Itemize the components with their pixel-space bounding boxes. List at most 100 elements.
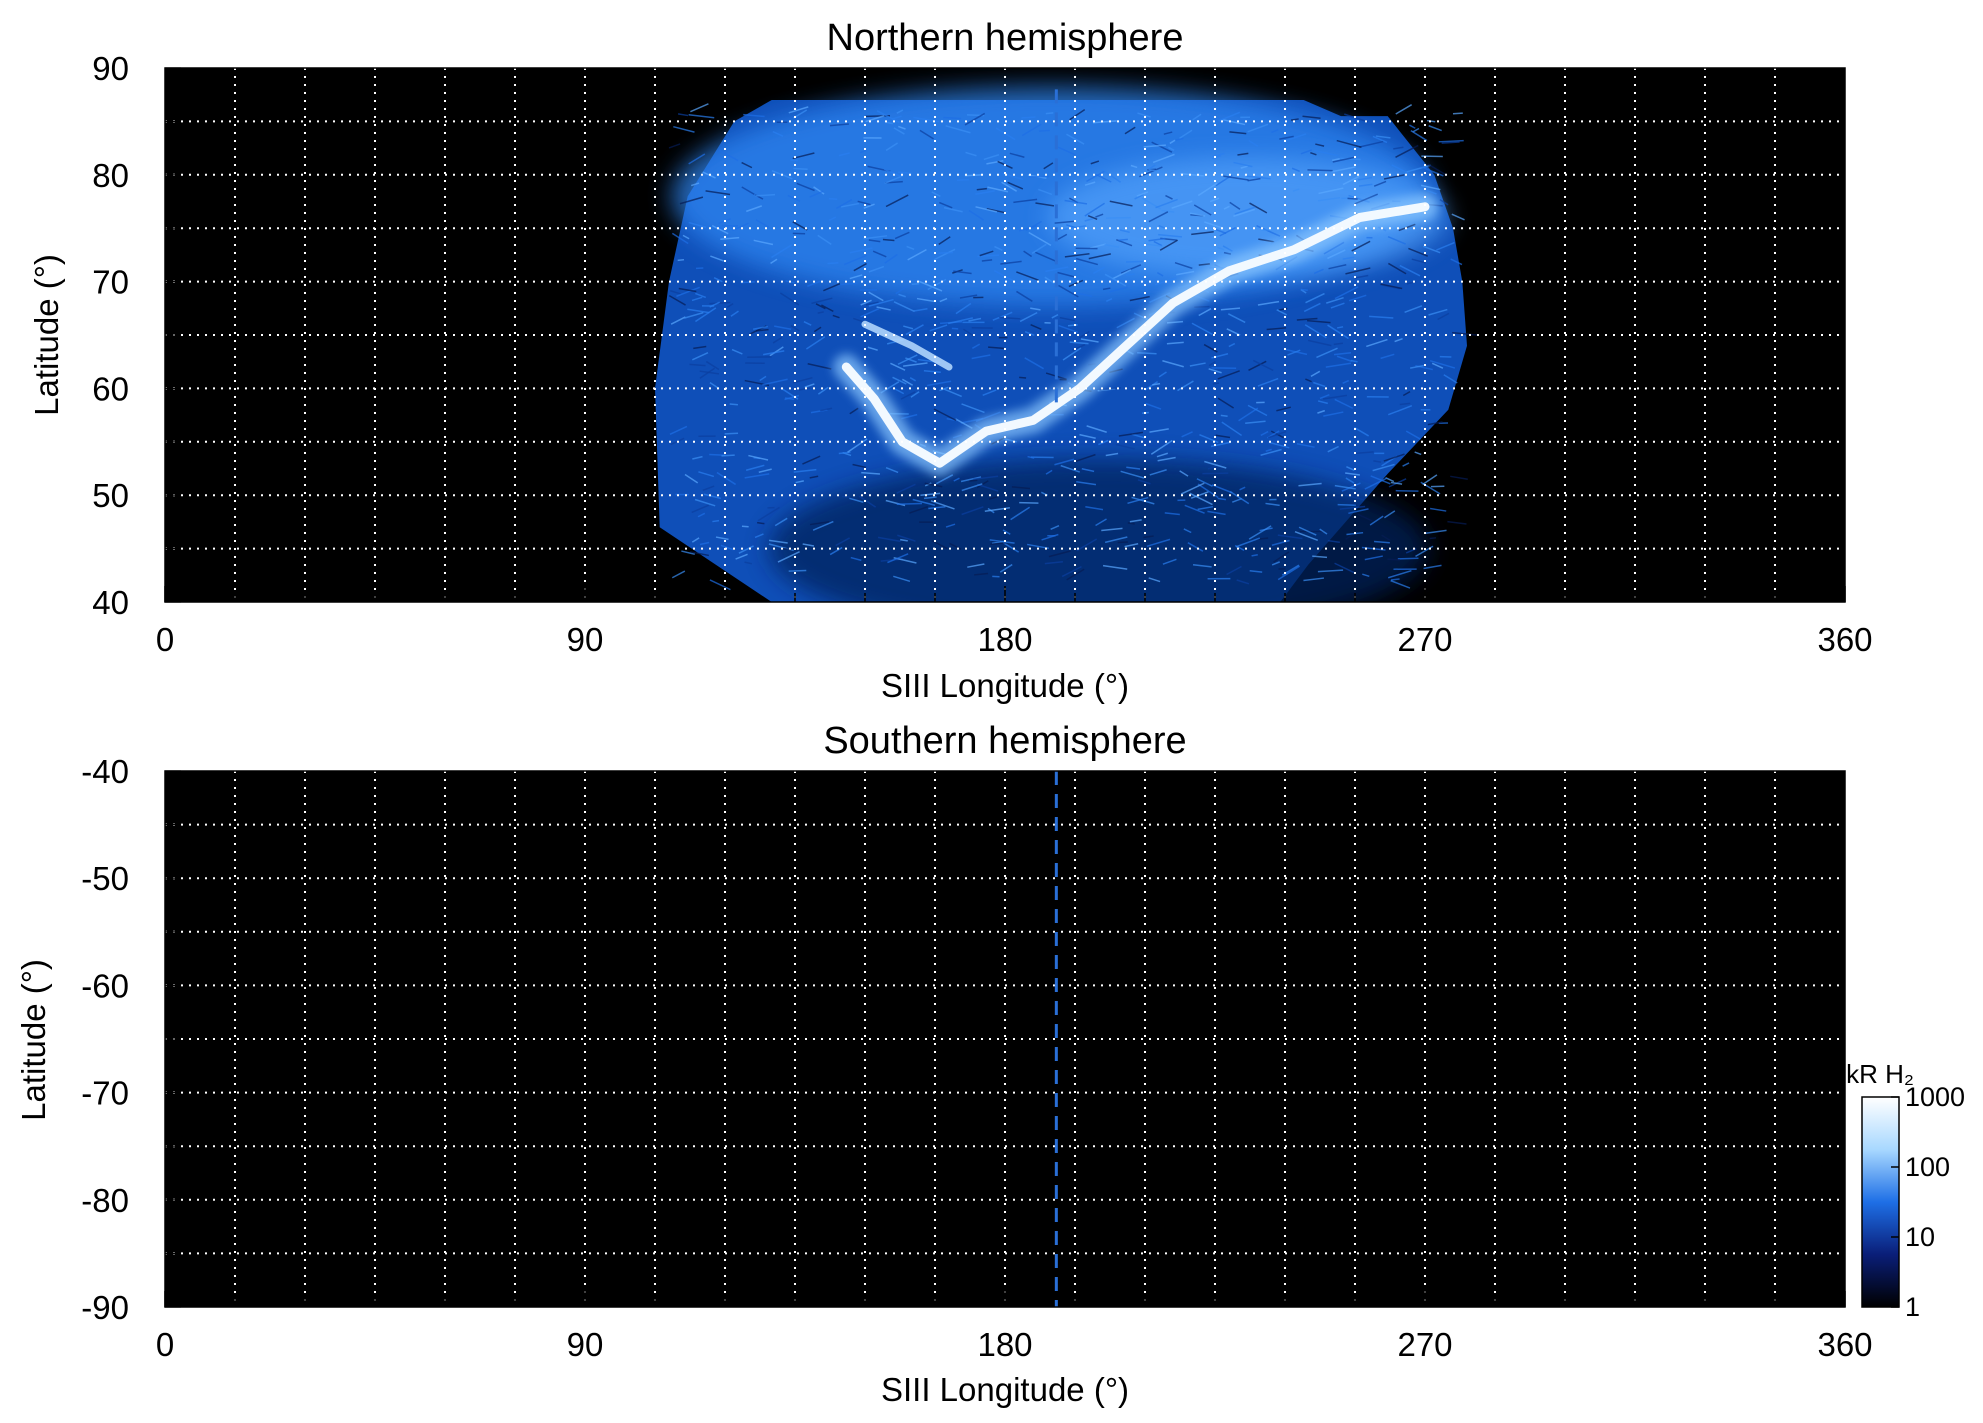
emission-streak: [1340, 157, 1361, 161]
emission-streak: [1102, 564, 1128, 570]
emission-streak: [809, 521, 830, 526]
emission-streak: [1315, 143, 1325, 147]
emission-streak: [1131, 433, 1145, 439]
emission-streak: [1332, 158, 1340, 162]
emission-streak: [893, 301, 915, 313]
emission-streak: [690, 551, 709, 557]
emission-streak: [1223, 175, 1249, 181]
emission-streak: [1387, 235, 1406, 245]
emission-streak: [1212, 152, 1225, 157]
emission-streak: [1438, 139, 1464, 143]
emission-streak: [1422, 245, 1441, 254]
emission-streak: [793, 468, 817, 473]
emission-streak: [726, 302, 734, 309]
emission-streak: [673, 125, 695, 133]
emission-streak: [1066, 568, 1085, 581]
emission-streak: [913, 307, 928, 312]
emission-streak: [1021, 123, 1042, 137]
emission-streak: [1130, 164, 1138, 169]
emission-streak: [1226, 565, 1242, 576]
emission-streak: [741, 186, 755, 195]
emission-streak: [840, 282, 858, 286]
emission-streak: [695, 292, 707, 299]
emission-streak: [849, 247, 873, 254]
emission-streak: [887, 553, 909, 564]
emission-streak: [836, 198, 853, 210]
emission-streak: [1057, 271, 1077, 278]
emission-streak: [961, 483, 983, 492]
emission-streak: [1212, 382, 1220, 385]
emission-streak: [1118, 431, 1144, 437]
emission-streak: [1257, 300, 1280, 306]
emission-streak: [896, 483, 916, 494]
emission-streak: [1159, 239, 1179, 251]
emission-streak: [1191, 231, 1214, 236]
y-tick-label: -60: [81, 967, 129, 1004]
emission-streak: [688, 153, 706, 165]
emission-streak: [740, 281, 755, 284]
emission-streak: [1084, 202, 1105, 217]
emission-streak: [1228, 342, 1236, 348]
emission-streak: [964, 112, 986, 126]
emission-streak: [695, 307, 717, 323]
emission-streak: [759, 375, 767, 382]
emission-streak: [758, 468, 772, 473]
colorbar-tick-label: 100: [1905, 1152, 1950, 1182]
emission-streak: [731, 348, 743, 355]
emission-streak: [1038, 129, 1050, 132]
emission-streak: [1316, 347, 1338, 359]
emission-streak: [1102, 287, 1111, 291]
emission-streak: [1290, 118, 1299, 121]
emission-streak: [1204, 221, 1223, 229]
emission-streak: [1332, 156, 1357, 163]
north-title: Northern hemisphere: [827, 17, 1184, 59]
colorbar-tick-label: 1: [1905, 1292, 1920, 1322]
emission-streak: [956, 178, 970, 181]
emission-streak: [1019, 501, 1039, 504]
emission-streak: [1060, 464, 1081, 473]
emission-streak: [1192, 113, 1202, 121]
south-title: Southern hemisphere: [823, 720, 1186, 762]
emission-streak: [798, 387, 811, 391]
emission-streak: [1393, 146, 1404, 150]
emission-streak: [1277, 565, 1301, 581]
emission-streak: [872, 250, 887, 258]
emission-streak: [882, 238, 895, 242]
emission-streak: [832, 314, 840, 319]
emission-streak: [1364, 477, 1388, 490]
x-tick-label: 360: [1817, 1326, 1872, 1363]
emission-streak: [720, 236, 740, 240]
emission-streak: [1265, 448, 1272, 452]
y-tick-label: 40: [92, 584, 129, 621]
emission-streak: [974, 572, 989, 576]
emission-streak: [820, 407, 833, 412]
emission-streak: [1010, 506, 1031, 521]
emission-streak: [792, 221, 808, 231]
emission-streak: [1409, 124, 1416, 129]
emission-streak: [669, 425, 688, 436]
emission-streak: [1171, 200, 1193, 209]
emission-streak: [1447, 520, 1467, 525]
emission-streak: [1079, 330, 1090, 339]
emission-streak: [1158, 224, 1165, 229]
emission-streak: [702, 485, 715, 492]
emission-streak: [699, 541, 710, 546]
emission-streak: [1347, 197, 1358, 200]
emission-streak: [1045, 112, 1054, 115]
colorbar: kR H₂ 1000 100 10 1: [1846, 1059, 1965, 1322]
emission-streak: [1161, 209, 1175, 213]
emission-streak: [1192, 564, 1212, 568]
emission-streak: [1209, 197, 1220, 203]
emission-streak: [1069, 341, 1089, 345]
emission-streak: [1136, 191, 1149, 197]
emission-streak: [1002, 541, 1020, 553]
y-tick-label: -70: [81, 1075, 129, 1112]
emission-streak: [1059, 316, 1075, 322]
emission-streak: [688, 114, 715, 119]
emission-streak: [885, 121, 893, 125]
emission-streak: [975, 206, 997, 213]
emission-streak: [1267, 430, 1287, 439]
south-y-axis-label: Latitude (°): [15, 959, 52, 1121]
emission-streak: [1330, 302, 1345, 309]
emission-streak: [1054, 220, 1075, 224]
